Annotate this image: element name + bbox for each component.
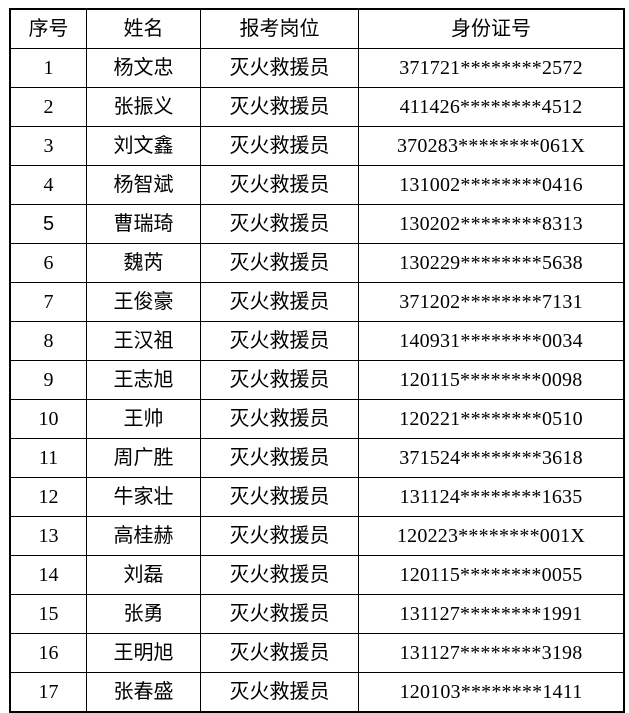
- position-cell: 灭火救援员: [200, 165, 359, 205]
- table-row: 15 张勇 灭火救援员 131127********1991: [9, 594, 625, 634]
- header-name: 姓名: [86, 8, 201, 49]
- header-seq: 序号: [9, 8, 87, 49]
- seq-cell: 4: [9, 165, 87, 205]
- seq-cell: 17: [9, 672, 87, 713]
- seq-cell: 5: [9, 204, 87, 244]
- position-cell: 灭火救援员: [200, 633, 359, 673]
- id-number-cell: 371524********3618: [358, 438, 625, 478]
- id-number-cell: 131124********1635: [358, 477, 625, 517]
- table-row: 5 曹瑞琦 灭火救援员 130202********8313: [9, 204, 625, 244]
- seq-cell: 15: [9, 594, 87, 634]
- table-header: 序号 姓名 报考岗位 身份证号: [9, 8, 625, 49]
- table-row: 16 王明旭 灭火救援员 131127********3198: [9, 633, 625, 673]
- table-row: 10 王帅 灭火救援员 120221********0510: [9, 399, 625, 439]
- id-number-cell: 140931********0034: [358, 321, 625, 361]
- position-cell: 灭火救援员: [200, 243, 359, 283]
- position-cell: 灭火救援员: [200, 87, 359, 127]
- id-number-cell: 411426********4512: [358, 87, 625, 127]
- seq-cell: 10: [9, 399, 87, 439]
- name-cell: 王汉祖: [86, 321, 201, 361]
- name-cell: 牛家壮: [86, 477, 201, 517]
- name-cell: 王俊豪: [86, 282, 201, 322]
- seq-cell: 14: [9, 555, 87, 595]
- name-cell: 周广胜: [86, 438, 201, 478]
- position-cell: 灭火救援员: [200, 204, 359, 244]
- id-number-cell: 131127********1991: [358, 594, 625, 634]
- seq-cell: 16: [9, 633, 87, 673]
- header-id-number: 身份证号: [358, 8, 625, 49]
- table-row: 8 王汉祖 灭火救援员 140931********0034: [9, 321, 625, 361]
- seq-cell: 7: [9, 282, 87, 322]
- id-number-cell: 371721********2572: [358, 48, 625, 88]
- name-cell: 刘磊: [86, 555, 201, 595]
- seq-cell: 13: [9, 516, 87, 556]
- name-cell: 魏芮: [86, 243, 201, 283]
- table-row: 9 王志旭 灭火救援员 120115********0098: [9, 360, 625, 400]
- name-cell: 刘文鑫: [86, 126, 201, 166]
- name-cell: 王明旭: [86, 633, 201, 673]
- id-number-cell: 370283********061X: [358, 126, 625, 166]
- position-cell: 灭火救援员: [200, 516, 359, 556]
- table-row: 12 牛家壮 灭火救援员 131124********1635: [9, 477, 625, 517]
- id-number-cell: 120115********0055: [358, 555, 625, 595]
- seq-cell: 9: [9, 360, 87, 400]
- seq-cell: 6: [9, 243, 87, 283]
- table-row: 7 王俊豪 灭火救援员 371202********7131: [9, 282, 625, 322]
- position-cell: 灭火救援员: [200, 360, 359, 400]
- name-cell: 张勇: [86, 594, 201, 634]
- table-row: 14 刘磊 灭火救援员 120115********0055: [9, 555, 625, 595]
- table-row: 3 刘文鑫 灭火救援员 370283********061X: [9, 126, 625, 166]
- position-cell: 灭火救援员: [200, 477, 359, 517]
- seq-cell: 11: [9, 438, 87, 478]
- seq-cell: 12: [9, 477, 87, 517]
- id-number-cell: 131127********3198: [358, 633, 625, 673]
- position-cell: 灭火救援员: [200, 399, 359, 439]
- table-row: 6 魏芮 灭火救援员 130229********5638: [9, 243, 625, 283]
- id-number-cell: 131002********0416: [358, 165, 625, 205]
- position-cell: 灭火救援员: [200, 48, 359, 88]
- seq-cell: 2: [9, 87, 87, 127]
- position-cell: 灭火救援员: [200, 555, 359, 595]
- table-row: 13 高桂赫 灭火救援员 120223********001X: [9, 516, 625, 556]
- table-row: 4 杨智斌 灭火救援员 131002********0416: [9, 165, 625, 205]
- table-body: 1 杨文忠 灭火救援员 371721********2572 2 张振义 灭火救援员 4114…: [9, 48, 625, 713]
- header-position: 报考岗位: [200, 8, 359, 49]
- table-row: 2 张振义 灭火救援员 411426********4512: [9, 87, 625, 127]
- seq-cell: 8: [9, 321, 87, 361]
- table-row: 17 张春盛 灭火救援员 120103********1411: [9, 672, 625, 713]
- seq-cell: 1: [9, 48, 87, 88]
- id-number-cell: 120115********0098: [358, 360, 625, 400]
- seq-cell: 3: [9, 126, 87, 166]
- name-cell: 曹瑞琦: [86, 204, 201, 244]
- name-cell: 王志旭: [86, 360, 201, 400]
- id-number-cell: 130229********5638: [358, 243, 625, 283]
- name-cell: 高桂赫: [86, 516, 201, 556]
- id-number-cell: 130202********8313: [358, 204, 625, 244]
- header-row: 序号 姓名 报考岗位 身份证号: [9, 8, 625, 49]
- id-number-cell: 120221********0510: [358, 399, 625, 439]
- position-cell: 灭火救援员: [200, 321, 359, 361]
- position-cell: 灭火救援员: [200, 282, 359, 322]
- id-number-cell: 120223********001X: [358, 516, 625, 556]
- table-row: 11 周广胜 灭火救援员 371524********3618: [9, 438, 625, 478]
- table-row: 1 杨文忠 灭火救援员 371721********2572: [9, 48, 625, 88]
- id-number-cell: 371202********7131: [358, 282, 625, 322]
- position-cell: 灭火救援员: [200, 672, 359, 713]
- applicant-roster-table: 序号 姓名 报考岗位 身份证号 1 杨文忠 灭火救援员 371721********2…: [9, 8, 625, 713]
- id-number-cell: 120103********1411: [358, 672, 625, 713]
- position-cell: 灭火救援员: [200, 126, 359, 166]
- name-cell: 杨智斌: [86, 165, 201, 205]
- name-cell: 王帅: [86, 399, 201, 439]
- position-cell: 灭火救援员: [200, 438, 359, 478]
- name-cell: 杨文忠: [86, 48, 201, 88]
- name-cell: 张春盛: [86, 672, 201, 713]
- position-cell: 灭火救援员: [200, 594, 359, 634]
- name-cell: 张振义: [86, 87, 201, 127]
